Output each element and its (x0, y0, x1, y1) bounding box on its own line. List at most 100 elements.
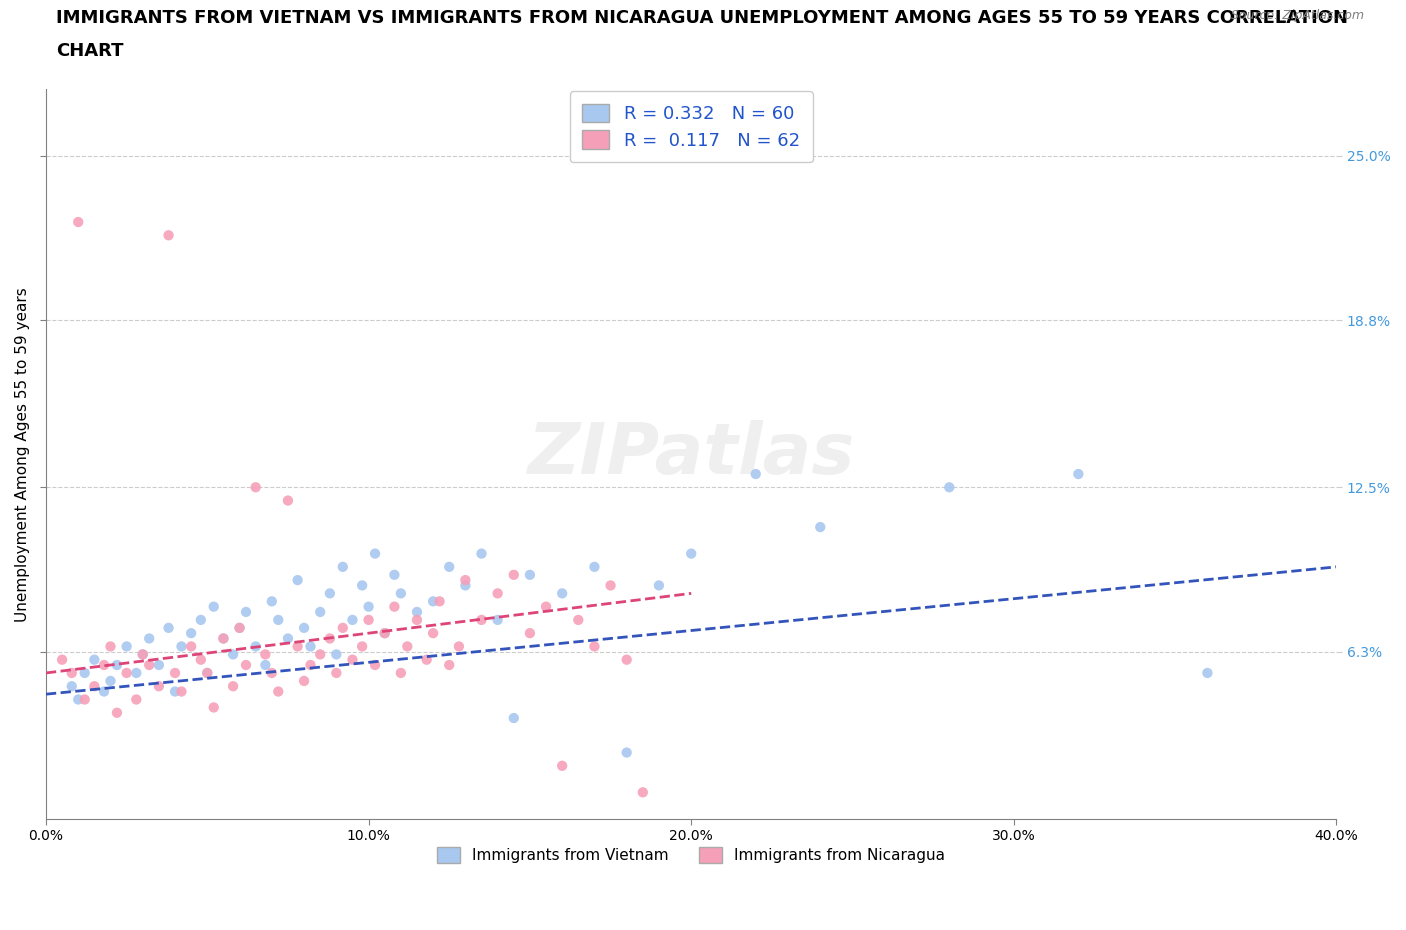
Point (190, 613, 212, 628)
Point (342, 652, 364, 667)
Point (439, 560, 461, 575)
Point (260, 594, 283, 609)
Point (163, 666, 186, 681)
Point (332, 620, 354, 635)
Point (148, 658, 170, 672)
Point (105, 705, 128, 720)
Point (277, 631, 299, 646)
Point (332, 560, 354, 575)
Point (631, 785, 654, 800)
Point (73, 666, 96, 681)
Point (583, 639, 606, 654)
Point (616, 652, 638, 667)
Point (148, 679, 170, 694)
Point (100, 673, 122, 688)
Point (170, 684, 193, 699)
Point (364, 658, 387, 672)
Point (115, 639, 138, 654)
Point (132, 647, 155, 662)
Point (287, 639, 309, 654)
Y-axis label: Unemployment Among Ages 55 to 59 years: Unemployment Among Ages 55 to 59 years (15, 286, 30, 621)
Point (60, 679, 83, 694)
Point (429, 594, 451, 609)
Point (1067, 467, 1090, 482)
Point (83, 652, 105, 667)
Point (325, 647, 347, 662)
Point (599, 578, 621, 592)
Point (384, 567, 406, 582)
Point (138, 631, 160, 646)
Point (67, 692, 90, 707)
Point (486, 586, 509, 601)
Point (180, 639, 202, 654)
Point (235, 604, 257, 619)
Point (357, 599, 380, 614)
Point (245, 480, 267, 495)
Point (583, 560, 606, 575)
Point (267, 684, 290, 699)
Point (319, 631, 342, 646)
Point (287, 573, 309, 588)
Point (309, 647, 332, 662)
Point (222, 647, 245, 662)
Point (222, 679, 245, 694)
Point (389, 666, 412, 681)
Point (277, 493, 299, 508)
Point (157, 228, 180, 243)
Point (83, 679, 105, 694)
Point (745, 467, 768, 482)
Point (299, 658, 322, 672)
Point (67, 215, 90, 230)
Point (519, 567, 541, 582)
Point (202, 599, 225, 614)
Point (163, 684, 186, 699)
Point (454, 578, 477, 592)
Point (60, 666, 83, 681)
Point (406, 604, 429, 619)
Point (228, 620, 250, 635)
Point (100, 639, 122, 654)
Text: Source: ZipAtlas.com: Source: ZipAtlas.com (1230, 9, 1364, 22)
Point (254, 647, 277, 662)
Point (486, 613, 509, 628)
Point (195, 666, 218, 681)
Point (245, 639, 267, 654)
Point (519, 626, 541, 641)
Text: ZIPatlas: ZIPatlas (527, 419, 855, 488)
Point (115, 666, 138, 681)
Point (406, 613, 429, 628)
Point (170, 639, 193, 654)
Point (325, 666, 347, 681)
Point (374, 626, 396, 641)
Point (73, 692, 96, 707)
Point (470, 546, 492, 561)
Point (138, 658, 160, 672)
Point (352, 578, 374, 592)
Point (567, 613, 589, 628)
Point (299, 639, 322, 654)
Point (1197, 666, 1219, 681)
Point (202, 700, 225, 715)
Point (681, 546, 703, 561)
Point (132, 647, 155, 662)
Point (551, 586, 574, 601)
Point (51, 652, 73, 667)
Point (357, 613, 380, 628)
Point (157, 620, 180, 635)
Point (212, 631, 235, 646)
Point (422, 626, 444, 641)
Point (648, 578, 671, 592)
Point (384, 599, 406, 614)
Point (125, 692, 148, 707)
Point (938, 480, 960, 495)
Point (534, 599, 557, 614)
Point (396, 639, 419, 654)
Point (105, 658, 128, 672)
Point (415, 652, 437, 667)
Point (260, 666, 283, 681)
Point (454, 573, 477, 588)
Legend: Immigrants from Vietnam, Immigrants from Nicaragua: Immigrants from Vietnam, Immigrants from… (430, 842, 952, 870)
Point (808, 520, 831, 535)
Point (422, 594, 444, 609)
Point (447, 639, 470, 654)
